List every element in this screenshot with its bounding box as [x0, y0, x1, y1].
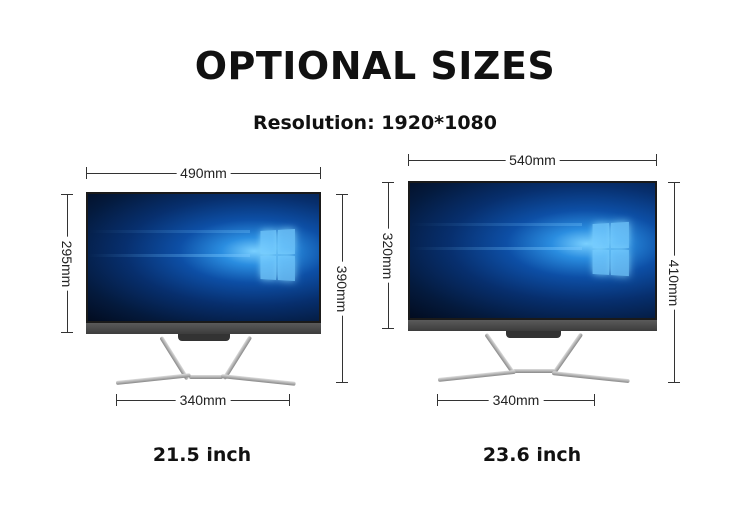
total-height-dimension-small: 390mm [334, 194, 350, 383]
screen-height-dimension-small: 295mm [59, 194, 75, 333]
width-label: 540mm [505, 152, 560, 168]
monitor-21-5-image [86, 192, 321, 386]
size-label-large: 23.6 inch [482, 444, 582, 466]
base-width-dimension-small: 340mm [116, 392, 290, 408]
resolution-subtitle: Resolution: 1920*1080 [252, 112, 497, 134]
width-dimension-large: 540mm [408, 152, 657, 168]
width-label: 490mm [176, 165, 231, 181]
monitor-23-6-image [408, 181, 657, 384]
total-height-label: 390mm [334, 261, 350, 316]
screen-height-dimension-large: 320mm [380, 182, 396, 329]
total-height-dimension-large: 410mm [666, 182, 682, 383]
page-title: OPTIONAL SIZES [194, 44, 556, 88]
screen-height-label: 320mm [380, 228, 396, 283]
total-height-label: 410mm [666, 255, 682, 310]
base-width-label: 340mm [488, 392, 544, 408]
size-label-small: 21.5 inch [152, 444, 252, 466]
base-width-dimension-large: 340mm [437, 392, 595, 408]
screen-height-label: 295mm [59, 236, 75, 291]
base-width-label: 340mm [175, 392, 231, 408]
width-dimension-small: 490mm [86, 165, 321, 181]
